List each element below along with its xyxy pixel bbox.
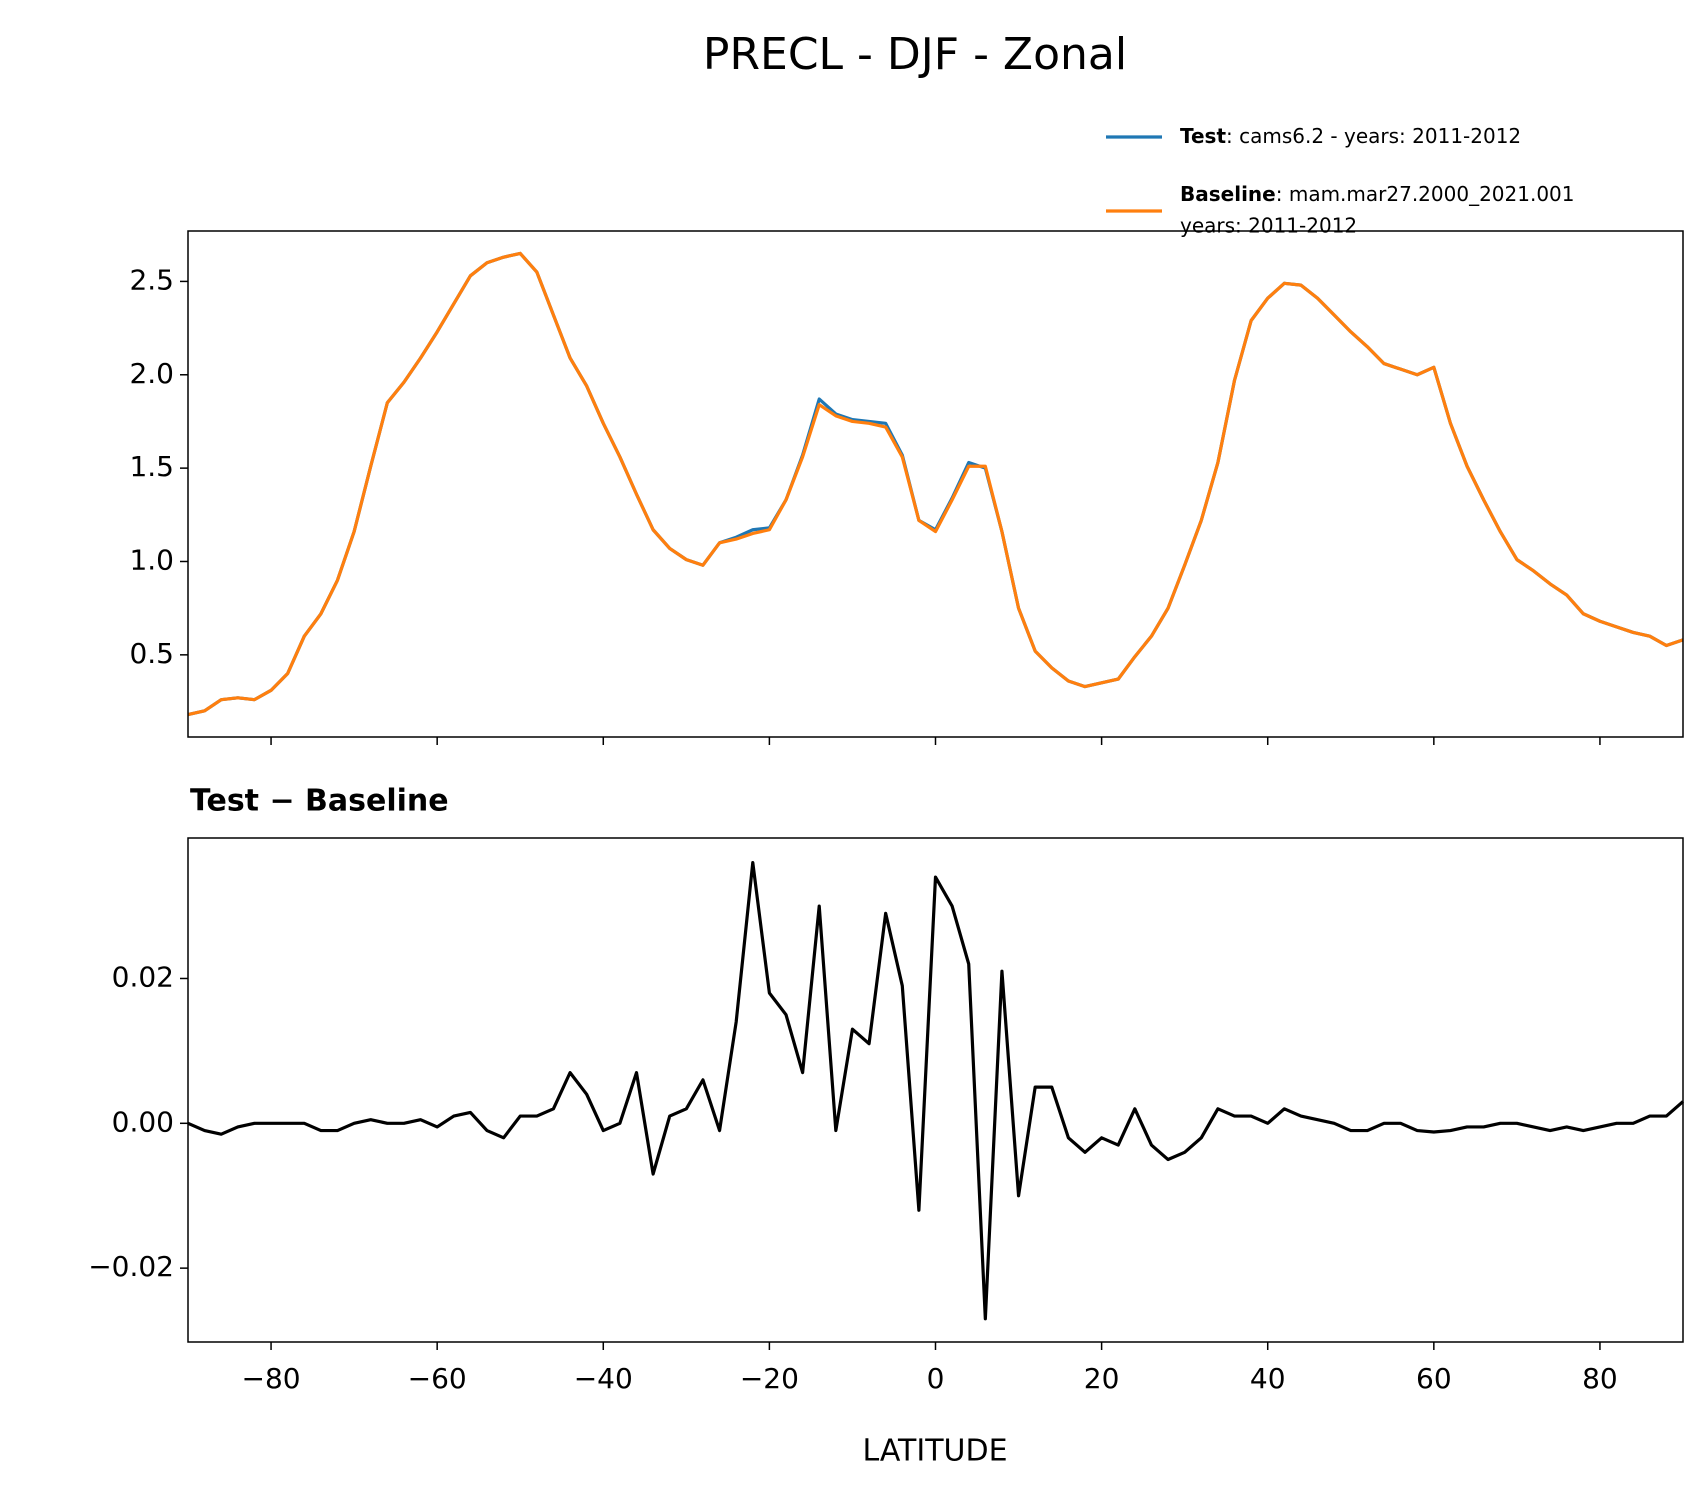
- legend-label: Baseline: mam.mar27.2000_2021.001: [1180, 182, 1575, 206]
- x-tick-label: 20: [1084, 1362, 1120, 1395]
- y-tick-label: 0.00: [112, 1105, 174, 1138]
- x-tick-label: −40: [574, 1362, 633, 1395]
- legend-detail: years: 2011-2012: [1180, 214, 1357, 238]
- x-tick-label: −80: [242, 1362, 301, 1395]
- data-line: [187, 251, 1684, 717]
- data-line: [187, 251, 1684, 717]
- x-axis-label: LATITUDE: [862, 1434, 1007, 1469]
- x-tick-label: 0: [927, 1362, 945, 1395]
- x-tick-label: 40: [1250, 1362, 1286, 1395]
- y-tick-label: 0.5: [129, 637, 174, 670]
- y-tick-label: −0.02: [88, 1250, 174, 1283]
- y-tick-label: 1.5: [129, 450, 174, 483]
- data-line: [187, 861, 1685, 1321]
- y-tick-label: 0.02: [112, 960, 174, 993]
- x-tick-label: 80: [1582, 1362, 1618, 1395]
- legend-name: Test: [1180, 124, 1226, 148]
- x-tick-label: 60: [1416, 1362, 1452, 1395]
- panel-title: Test − Baseline: [190, 784, 449, 819]
- x-tick-label: −20: [740, 1362, 799, 1395]
- legend-detail: : mam.mar27.2000_2021.001: [1276, 182, 1575, 206]
- legend-label: Test: cams6.2 - years: 2011-2012: [1180, 124, 1521, 148]
- plot-frame: [187, 230, 1684, 738]
- y-tick-label: 2.5: [129, 263, 174, 296]
- chart-title: PRECL - DJF - Zonal: [703, 29, 1127, 80]
- legend-detail: : cams6.2 - years: 2011-2012: [1226, 124, 1521, 148]
- legend-name: Baseline: [1180, 182, 1276, 206]
- y-tick-label: 1.0: [129, 543, 174, 576]
- plot-frame: [187, 837, 1684, 1343]
- y-tick-label: 2.0: [129, 357, 174, 390]
- x-tick-label: −60: [408, 1362, 467, 1395]
